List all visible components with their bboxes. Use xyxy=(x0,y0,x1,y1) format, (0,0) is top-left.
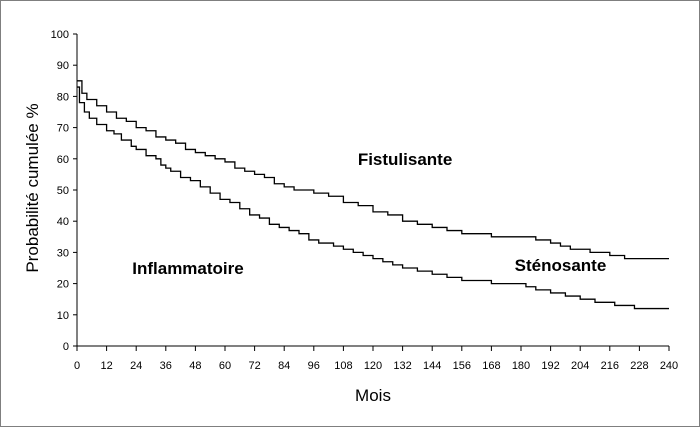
x-tick-label: 48 xyxy=(189,360,201,372)
x-tick-label: 216 xyxy=(601,360,619,372)
series-layer xyxy=(77,80,669,310)
series-line-1 xyxy=(77,80,669,260)
x-tick-label: 84 xyxy=(278,360,290,372)
x-ticks: 0 12 24 36 48 60 72 84 96 108 120 132 144 156 168 180 19… xyxy=(74,346,678,372)
x-tick-label: 132 xyxy=(393,360,411,372)
series-annotation: Fistulisante xyxy=(358,150,452,169)
x-tick-label: 180 xyxy=(512,360,530,372)
y-tick-label: 100 xyxy=(51,29,69,41)
y-tick-label: 40 xyxy=(57,216,69,228)
x-tick-label: 0 xyxy=(74,360,80,372)
y-tick-label: 90 xyxy=(57,60,69,72)
y-tick-label: 50 xyxy=(57,185,69,197)
x-tick-label: 168 xyxy=(482,360,500,372)
x-tick-label: 60 xyxy=(219,360,231,372)
x-tick-label: 24 xyxy=(130,360,142,372)
y-tick-label: 20 xyxy=(57,279,69,291)
y-ticks: 0 10 20 30 40 50 60 70 80 90 100 xyxy=(51,29,77,353)
x-tick-label: 12 xyxy=(100,360,112,372)
x-tick-label: 96 xyxy=(308,360,320,372)
series-annotation: Inflammatoire xyxy=(132,259,243,278)
x-tick-label: 120 xyxy=(364,360,382,372)
y-tick-label: 60 xyxy=(57,154,69,166)
x-tick-label: 204 xyxy=(571,360,589,372)
y-tick-label: 30 xyxy=(57,247,69,259)
x-tick-label: 36 xyxy=(160,360,172,372)
y-tick-label: 0 xyxy=(63,341,69,353)
x-axis-title: Mois xyxy=(355,386,391,405)
x-tick-label: 156 xyxy=(453,360,471,372)
x-tick-label: 108 xyxy=(334,360,352,372)
y-tick-label: 70 xyxy=(57,123,69,135)
x-tick-label: 144 xyxy=(423,360,441,372)
series-line-2 xyxy=(77,86,669,310)
series-annotation: Sténosante xyxy=(515,256,607,275)
x-tick-label: 240 xyxy=(660,360,678,372)
y-axis-title: Probabilité cumulée % xyxy=(23,103,42,272)
y-tick-label: 10 xyxy=(57,310,69,322)
y-tick-label: 80 xyxy=(57,91,69,103)
x-tick-label: 72 xyxy=(248,360,260,372)
x-tick-label: 228 xyxy=(630,360,648,372)
annotation-layer: Fistulisante Sténosante Inflammatoire xyxy=(132,150,606,278)
x-tick-label: 192 xyxy=(541,360,559,372)
